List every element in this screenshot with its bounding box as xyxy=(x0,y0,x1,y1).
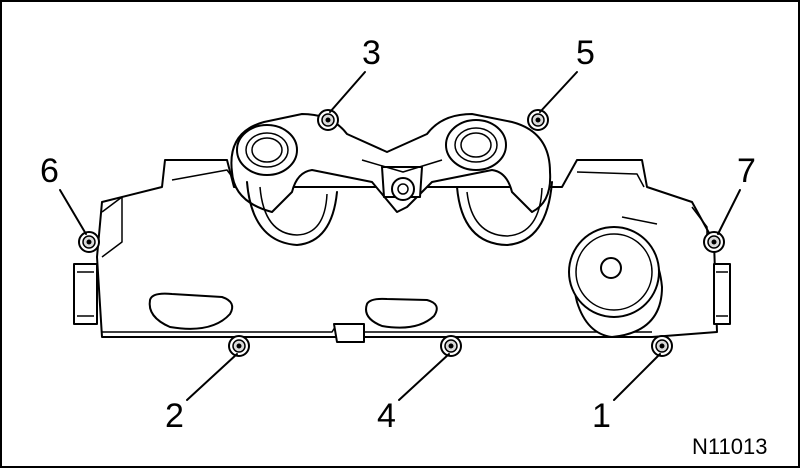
leader-1 xyxy=(613,353,661,401)
bolt-4 xyxy=(440,335,462,357)
callout-3: 3 xyxy=(362,34,381,72)
bolt-7 xyxy=(703,231,725,253)
callout-1: 1 xyxy=(592,397,611,435)
callout-2: 2 xyxy=(165,397,184,435)
callout-6: 6 xyxy=(40,152,59,190)
leader-7 xyxy=(717,189,741,235)
bolt-3 xyxy=(317,109,339,131)
leader-4 xyxy=(398,353,450,401)
leader-5 xyxy=(539,71,578,113)
callout-4: 4 xyxy=(377,397,396,435)
bolt-1 xyxy=(651,335,673,357)
callout-labels: 1 2 3 4 5 6 7 xyxy=(40,34,756,435)
lower-ports xyxy=(148,292,438,343)
bolt-5 xyxy=(527,109,549,131)
bolts xyxy=(78,109,725,357)
figure-id: N11013 xyxy=(692,434,767,459)
callout-5: 5 xyxy=(576,34,595,72)
leader-lines xyxy=(59,71,741,401)
leader-6 xyxy=(59,189,87,235)
callout-7: 7 xyxy=(737,152,756,190)
leader-3 xyxy=(329,71,366,113)
bolt-6 xyxy=(78,231,100,253)
round-boss xyxy=(568,216,663,338)
leader-2 xyxy=(186,353,238,401)
bolt-2 xyxy=(228,335,250,357)
